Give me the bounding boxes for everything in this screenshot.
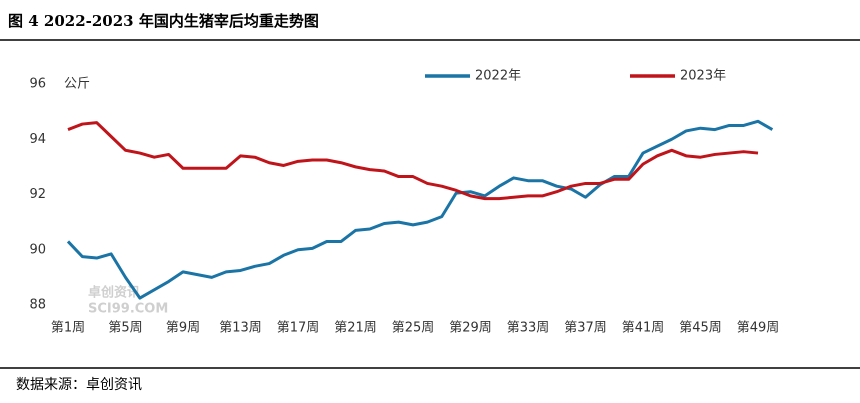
series-line	[67, 121, 759, 201]
chart-title: 图 4 2022-2023 年国内生猪宰后均重走势图	[8, 12, 319, 30]
y-tick-label: 92	[29, 187, 46, 202]
x-tick-label: 第37周	[564, 321, 607, 336]
series-line	[66, 119, 774, 300]
x-tick-label: 第17周	[277, 321, 320, 336]
legend-label: 2022年	[475, 69, 521, 84]
watermark: SCI99.COM	[88, 302, 168, 317]
x-tick-label: 第33周	[507, 321, 550, 336]
x-tick-label: 第45周	[679, 321, 722, 336]
y-tick-label: 94	[29, 132, 46, 147]
x-tick-label: 第25周	[392, 321, 435, 336]
y-tick-label: 88	[29, 298, 46, 313]
x-tick-label: 第49周	[737, 321, 780, 336]
x-tick-label: 第21周	[334, 321, 377, 336]
source: 数据来源：卓创资讯	[16, 377, 142, 393]
legend-label: 2023年	[680, 69, 726, 84]
watermark: 卓创资讯	[88, 285, 140, 301]
x-tick-label: 第13周	[219, 321, 262, 336]
y-tick-label: 96	[29, 77, 46, 92]
y-tick-label: 90	[29, 242, 46, 257]
x-tick-label: 第5周	[108, 321, 142, 336]
x-tick-label: 第29周	[449, 321, 492, 336]
x-tick-label: 第9周	[166, 321, 200, 336]
x-tick-label: 第1周	[51, 321, 85, 336]
x-tick-label: 第41周	[622, 321, 665, 336]
y-unit: 公斤	[64, 77, 90, 92]
